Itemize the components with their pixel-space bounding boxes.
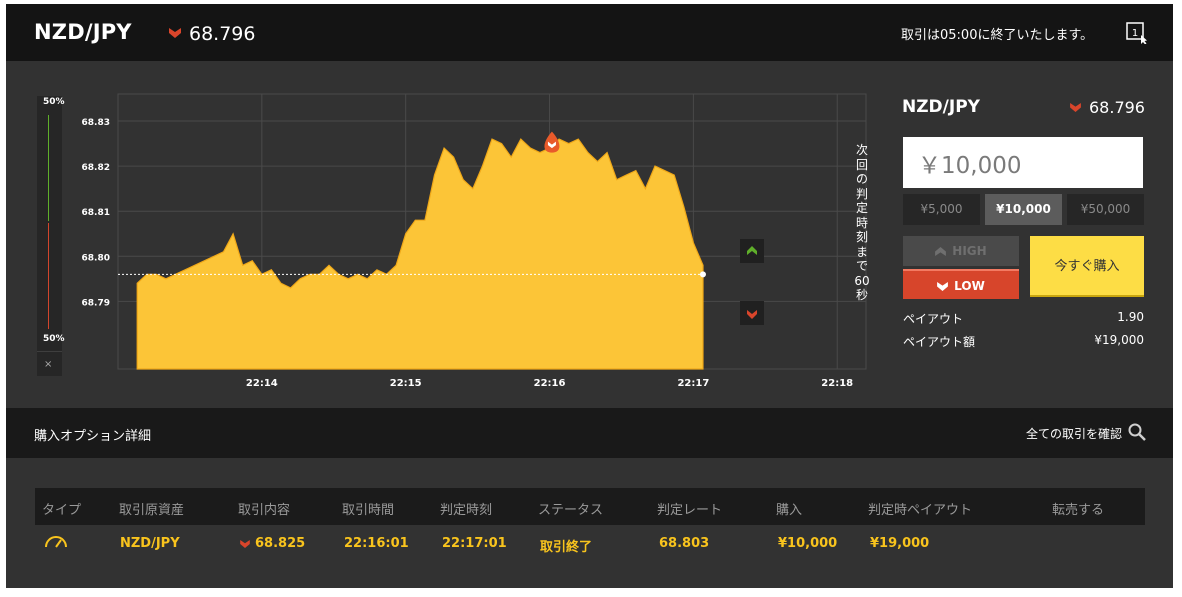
cell-purchase: ¥10,000 [778,536,838,551]
price-chart-svg: 22:14 22:15 22:16 22:17 22:18 68.79 68.80 68.81… [82,93,867,389]
trades-table: タイプ 取引原資産 取引内容 取引時間 判定時刻 ステータス 判定レート 購入 … [6,458,1173,588]
countdown-label: 次回の判定時刻まで 60 秒 [852,143,872,303]
preset-5000-button[interactable]: ¥5,000 [903,194,980,225]
countdown-char: の [855,172,868,186]
table-header: タイプ 取引原資産 取引内容 取引時間 判定時刻 ステータス 判定レート 購入 … [35,488,1145,525]
sentiment-high-bar [48,115,49,221]
down-arrow-icon [747,310,757,319]
countdown-char: 時 [855,215,868,230]
window-1-icon[interactable]: 1 [1126,22,1148,44]
low-button-label: LOW [954,279,985,293]
high-button-label: HIGH [952,244,987,258]
header-bar: NZD/JPY 68.796 取引は05:00に終了いたします。 1 [6,4,1173,61]
entry-marker-arrow [547,141,556,149]
view-all-trades-link[interactable]: 全ての取引を確認 [1026,427,1123,441]
x-tick-label: 22:17 [677,378,709,389]
countdown-char: 回 [855,157,868,172]
y-tick-label: 68.80 [82,253,110,263]
header-pair: NZD/JPY [34,20,132,44]
svg-text:1: 1 [1132,28,1138,39]
column-header: 転売する [1052,503,1105,518]
x-tick-label: 22:15 [390,378,422,389]
buy-now-button[interactable]: 今すぐ購入 [1030,236,1144,297]
window-frame-left [0,0,6,597]
countdown-char: で [855,259,868,273]
gauge-icon [45,536,67,548]
entry-marker [544,131,560,153]
cell-trade-time: 22:16:01 [344,536,409,551]
countdown-char: 刻 [855,230,868,244]
countdown-char: ま [855,244,868,259]
y-tick-label: 68.79 [82,298,110,308]
trading-main-panel: 50% 50% × 22:14 22:15 22:16 22:17 22:18 68.79… [6,61,1173,408]
payout-amount-label: ペイアウト額 [903,335,976,349]
sentiment-close-button[interactable]: × [44,359,53,370]
cell-rate: 68.825 [255,536,306,551]
sentiment-divider [37,351,62,352]
x-tick-label: 22:18 [821,378,853,389]
column-header: 取引時間 [342,503,395,518]
cell-judge-time: 22:17:01 [442,536,507,551]
window-frame-right [1173,0,1182,597]
sentiment-panel [37,96,62,376]
x-tick-label: 22:14 [246,378,278,389]
y-tick-label: 68.81 [82,208,110,218]
column-header: 取引原資産 [119,503,185,518]
y-tick-label: 68.82 [82,163,110,173]
down-arrow-icon [937,282,949,291]
sentiment-low-pct: 50% [43,334,65,344]
window-frame-top [0,0,1182,4]
countdown-char: 判 [855,186,868,201]
y-tick-label: 68.83 [82,118,110,128]
preset-50000-button[interactable]: ¥50,000 [1067,194,1144,225]
trade-rate: 68.796 [1089,98,1145,117]
search-icon[interactable] [1128,423,1146,441]
low-indicator [740,301,764,325]
column-header: ステータス [538,503,604,518]
column-header: 判定時ペイアウト [868,503,973,518]
sentiment-low-bar [48,223,49,329]
cell-asset: NZD/JPY [120,536,180,551]
low-button[interactable]: LOW [903,269,1019,299]
countdown-char: 秒 [855,288,868,302]
price-chart: 22:14 22:15 22:16 22:17 22:18 68.79 68.80 68.81… [66,89,874,389]
up-arrow-icon [935,247,947,256]
trade-pair: NZD/JPY [902,97,980,117]
high-button[interactable]: HIGH [903,236,1019,266]
current-rate-dot [699,271,706,278]
preset-10000-button[interactable]: ¥10,000 [985,194,1062,225]
down-arrow-icon [169,28,181,38]
purchase-details-bar: 購入オプション詳細 全ての取引を確認 [6,408,1173,458]
up-arrow-icon [747,246,757,255]
column-header: 購入 [776,503,803,518]
down-arrow-icon [240,540,250,548]
amount-input[interactable] [903,137,1143,188]
column-header: 取引内容 [238,503,291,518]
cell-payout: ¥19,000 [870,536,930,551]
x-tick-label: 22:16 [534,378,566,389]
column-header: 判定時刻 [440,503,493,518]
cell-status: 取引終了 [540,540,593,555]
countdown-char: 次 [855,143,868,157]
section-title: 購入オプション詳細 [34,429,152,444]
payout-amount-value: ¥19,000 [1094,333,1144,347]
header-rate: 68.796 [189,23,256,45]
column-header: タイプ [42,503,82,518]
closing-notice: 取引は05:00に終了いたします。 [901,28,1094,43]
price-area-series [136,138,704,370]
column-header: 判定レート [657,503,723,518]
down-arrow-icon [1070,103,1081,112]
sentiment-high-pct: 50% [43,97,65,107]
cell-judge-rate: 68.803 [659,536,710,551]
payout-value: 1.90 [1117,310,1144,324]
countdown-char: 60 [854,273,870,288]
payout-label: ペイアウト [903,312,964,326]
window-frame-bottom [0,588,1182,597]
countdown-char: 定 [855,201,868,215]
